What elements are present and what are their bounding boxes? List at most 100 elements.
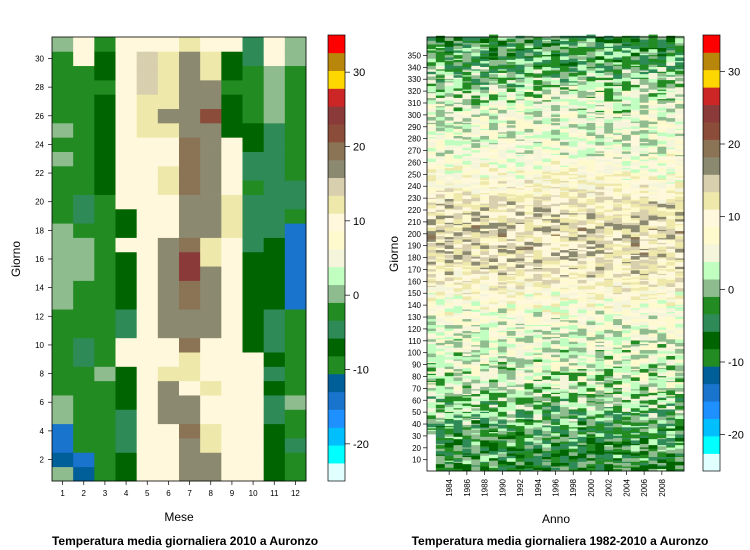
heatmap-cell: [542, 147, 552, 150]
heatmap-cell: [506, 157, 516, 159]
heatmap-cell: [462, 375, 472, 378]
heatmap-cell: [515, 317, 525, 320]
heatmap-cell: [559, 309, 570, 314]
heatmap-cell: [73, 180, 95, 195]
heatmap-cell: [639, 165, 649, 169]
heatmap-cell: [136, 352, 159, 367]
heatmap-cell: [586, 347, 596, 351]
heatmap-cell: [604, 138, 614, 142]
heatmap-cell: [551, 360, 561, 362]
heatmap-cell: [497, 299, 508, 303]
heatmap-cell: [595, 126, 605, 128]
heatmap-cell: [524, 253, 534, 257]
heatmap-cell: [471, 305, 481, 310]
heatmap-cell: [179, 251, 201, 267]
heatmap-cell: [533, 65, 543, 68]
heatmap-cell: [489, 82, 499, 85]
heatmap-cell: [542, 120, 552, 125]
heatmap-cell: [630, 354, 640, 358]
heatmap-cell: [179, 51, 201, 67]
heatmap-cell: [630, 78, 640, 83]
heatmap-cell: [630, 418, 640, 423]
heatmap-cell: [480, 248, 490, 252]
heatmap-cell: [515, 140, 525, 142]
heatmap-cell: [533, 298, 543, 302]
heatmap-cell: [480, 397, 490, 402]
heatmap-cell: [524, 100, 534, 103]
heatmap-cell: [453, 88, 463, 91]
heatmap-cell: [506, 114, 516, 117]
heatmap-cell: [284, 337, 307, 353]
heatmap-cell: [621, 336, 632, 341]
heatmap-cell: [586, 356, 596, 360]
heatmap-cell: [630, 450, 640, 453]
heatmap-cell: [613, 217, 623, 222]
heatmap-cell: [515, 73, 525, 78]
heatmap-cell: [480, 411, 490, 414]
heatmap-cell: [471, 432, 481, 435]
heatmap-cell: [515, 387, 525, 391]
heatmap-cell: [630, 203, 640, 208]
heatmap-cell: [427, 48, 437, 51]
heatmap-cell: [444, 404, 454, 408]
heatmap-cell: [604, 168, 614, 171]
heatmap-cell: [551, 368, 561, 372]
heatmap-cell: [480, 447, 490, 452]
heatmap-cell: [613, 460, 623, 462]
heatmap-cell: [73, 65, 95, 81]
heatmap-cell: [471, 126, 481, 129]
heatmap-cell: [462, 239, 472, 241]
heatmap-cell: [453, 165, 463, 170]
heatmap-cell: [613, 82, 623, 85]
heatmap-cell: [604, 417, 614, 421]
color-key-label: 10: [353, 216, 365, 228]
heatmap-cell: [551, 356, 561, 361]
heatmap-cell: [136, 122, 159, 138]
heatmap-cell: [595, 130, 605, 135]
heatmap-cell: [533, 47, 543, 50]
heatmap-cell: [471, 355, 481, 358]
heatmap-cell: [533, 316, 543, 318]
heatmap-cell: [524, 179, 534, 184]
heatmap-cell: [453, 436, 463, 440]
heatmap-cell: [568, 72, 578, 77]
heatmap-cell: [497, 381, 508, 386]
color-key-swatch: [328, 142, 345, 161]
heatmap-cell: [586, 34, 596, 39]
heatmap-cell: [471, 222, 481, 226]
heatmap-cell: [604, 166, 614, 170]
heatmap-cell: [533, 372, 543, 377]
heatmap-cell: [435, 144, 446, 147]
heatmap-cell: [595, 85, 605, 88]
heatmap-cell: [621, 146, 632, 151]
heatmap-cell: [462, 146, 472, 148]
heatmap-cell: [621, 121, 632, 123]
heatmap-cell: [136, 165, 159, 181]
heatmap-cell: [595, 140, 605, 142]
heatmap-cell: [471, 329, 481, 333]
color-key-swatch: [328, 231, 345, 250]
heatmap-cell: [73, 237, 95, 253]
heatmap-cell: [427, 146, 437, 148]
heatmap-cell: [630, 315, 640, 317]
heatmap-cell: [179, 294, 201, 310]
heatmap-cell: [489, 460, 499, 462]
heatmap-cell: [524, 230, 534, 235]
heatmap-cell: [568, 226, 578, 229]
heatmap-cell: [577, 157, 587, 160]
heatmap-cell: [524, 359, 534, 364]
heatmap-cell: [559, 227, 570, 232]
heatmap-cell: [630, 215, 640, 217]
heatmap-cell: [533, 448, 543, 452]
heatmap-cell: [595, 39, 605, 43]
heatmap-cell: [586, 406, 596, 411]
heatmap-cell: [444, 446, 454, 448]
heatmap-cell: [551, 323, 561, 327]
heatmap-cell: [453, 264, 463, 266]
heatmap-cell: [595, 114, 605, 116]
heatmap-cell: [515, 302, 525, 305]
heatmap-cell: [604, 152, 614, 154]
heatmap-cell: [480, 391, 490, 395]
heatmap-cell: [586, 447, 596, 452]
heatmap-cell: [630, 41, 640, 46]
